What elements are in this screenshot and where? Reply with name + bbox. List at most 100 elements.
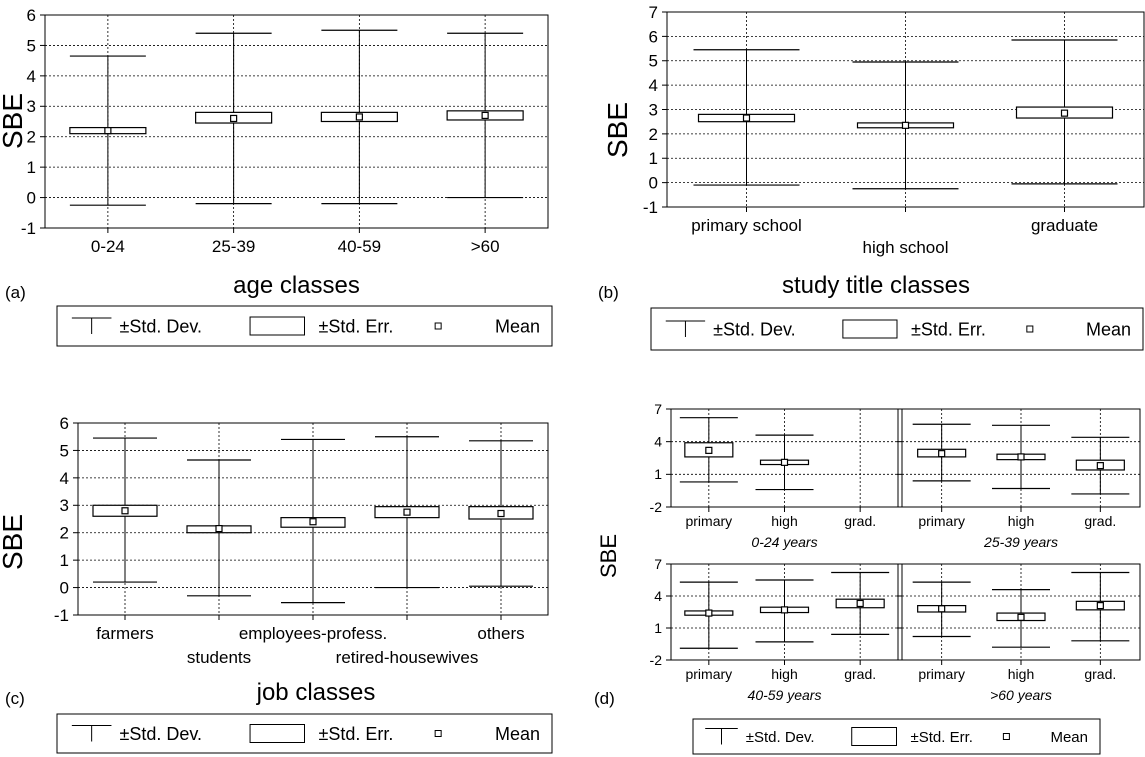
box-group [852,61,959,190]
y-tick-label: 5 [60,441,69,460]
subplot: -2 1 4 7 primary high grad. 0-24 years [650,401,899,550]
y-tick-label: 4 [654,588,662,604]
subplot: primary high grad. 25-39 years [897,408,1141,550]
mean-marker [938,605,946,613]
y-tick-label: 2 [27,128,36,147]
y-tick-label: -1 [21,219,36,238]
x-tick-label: primary [685,666,732,682]
mean-marker [481,111,489,120]
y-tick-label: 6 [27,6,36,25]
plot-frame [44,14,549,229]
mean-marker [705,609,713,617]
box-group [1071,571,1130,642]
panel-label: (d) [594,689,615,708]
box-group [755,579,814,643]
box-group [755,434,814,491]
x-tick-label: primary [685,513,732,529]
box-group [195,32,273,205]
panel-a: -1 0 1 2 3 4 5 6 0-24 25-39 40-59 >60 SBE (a) age clas… [0,6,553,347]
box-group [992,424,1050,490]
box-group [280,438,346,604]
box-group [679,581,738,649]
y-tick-label: 7 [654,556,662,572]
box-group [1071,436,1130,495]
legend-mean-label: Mean [495,316,540,336]
x-tick-label: >60 [471,237,500,256]
legend-mean-label: Mean [1086,319,1131,339]
mean-marker [780,458,789,466]
mean-marker [780,606,789,614]
x-tick-label: high school [862,238,948,257]
mean-marker [355,113,363,121]
mean-marker [230,114,238,123]
x-tick-label: others [477,624,524,643]
legend-se-label: ±Std. Err. [319,724,394,744]
y-tick-label: -2 [650,652,663,668]
legend-sd-label: ±Std. Dev. [119,724,202,744]
mean-marker [104,127,112,135]
x-tick-label: grad. [844,513,876,529]
y-tick-label: 0 [60,579,69,598]
y-tick-label: 3 [60,496,69,515]
legend-mean-label: Mean [495,724,540,744]
y-tick-label: -1 [54,606,69,625]
x-tick-label: primary school [691,216,802,235]
panel-d: -2 1 4 7 primary high grad. 0-24 years primary hi… [594,401,1141,755]
panel-label: (a) [5,283,26,302]
box-group [831,571,890,636]
legend-mean-label: Mean [1050,729,1088,746]
y-tick-label: 6 [60,414,69,433]
legend-mean-icon [1026,325,1034,333]
subplot-title: 40-59 years [748,687,822,703]
legend-sd-label: ±Std. Dev. [746,729,815,746]
mean-marker [403,508,411,516]
mean-marker [705,446,713,454]
mean-marker [121,507,129,515]
legend-se-icon [842,319,898,339]
y-tick-label: 1 [654,466,662,482]
mean-marker [742,114,751,122]
y-tick-label: 4 [649,76,658,95]
y-tick-label: 0 [27,189,36,208]
y-tick-label: 7 [649,3,658,22]
y-axis-title: SBE [0,514,28,570]
box-group [468,440,534,587]
mean-marker [856,599,864,608]
legend-se-label: ±Std. Err. [911,729,973,746]
y-tick-label: 0 [649,174,658,193]
x-axis-title: job classes [256,679,376,706]
y-tick-label: -2 [650,499,663,515]
y-tick-label: 4 [27,67,36,86]
x-tick-label: farmers [96,624,154,643]
legend-mean-icon [1002,733,1010,740]
x-tick-label: employees-profess. [239,624,387,643]
x-tick-label: 25-39 [212,237,255,256]
box-group [320,29,398,205]
mean-marker [497,509,505,518]
x-axis-title: age classes [233,272,360,299]
box-group [92,437,158,583]
legend-se-icon [249,316,306,336]
x-tick-label: primary [918,666,965,682]
y-tick-label: 2 [649,125,658,144]
x-tick-label: grad. [1084,513,1116,529]
box-group [912,581,971,638]
y-tick-label: 1 [654,620,662,636]
y-tick-label: 5 [27,36,36,55]
mean-marker [215,524,223,533]
y-tick-label: 1 [27,158,36,177]
mean-marker [1096,462,1104,470]
legend-se-icon [851,727,897,746]
box-group [186,459,252,597]
y-axis-title: SBE [596,534,621,578]
box-group [679,417,738,483]
x-tick-label: high [1008,513,1034,529]
y-tick-label: -1 [643,198,658,217]
x-tick-label: grad. [1084,666,1116,682]
x-tick-label: high [771,513,797,529]
subplot-title: 25-39 years [983,534,1058,550]
y-tick-label: 2 [60,524,69,543]
legend-sd-label: ±Std. Dev. [713,319,796,339]
x-tick-label: grad. [844,666,876,682]
